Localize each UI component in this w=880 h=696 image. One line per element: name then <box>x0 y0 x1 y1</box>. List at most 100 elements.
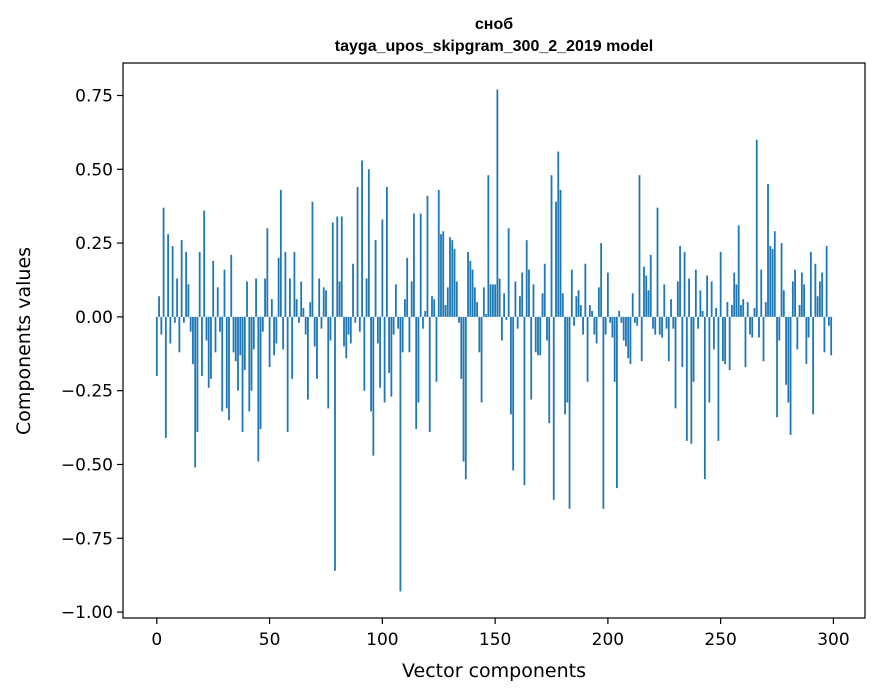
bar <box>690 316 693 444</box>
bar <box>609 316 612 323</box>
bar <box>588 305 591 317</box>
bar <box>232 316 235 353</box>
bar <box>722 316 724 362</box>
bar <box>487 175 490 317</box>
bar <box>728 316 731 371</box>
bar <box>417 316 420 403</box>
bar <box>800 272 803 317</box>
bar <box>275 316 278 344</box>
bar <box>559 189 562 317</box>
bar <box>422 316 424 329</box>
bar <box>243 316 246 371</box>
bar <box>672 316 675 329</box>
bar <box>764 302 767 317</box>
bar <box>643 266 645 317</box>
bar <box>593 316 596 335</box>
bar <box>449 237 451 317</box>
x-axis-label: Vector components <box>402 660 586 682</box>
bar <box>629 316 632 365</box>
y-tick-label: 0.50 <box>75 160 113 180</box>
bar <box>464 316 467 480</box>
bar <box>604 316 607 335</box>
bar <box>404 299 406 317</box>
bar <box>437 189 440 317</box>
bar <box>446 287 449 317</box>
bar <box>261 316 264 332</box>
y-tick-label: 0.00 <box>75 308 113 328</box>
bar <box>507 228 510 317</box>
bar <box>302 308 305 317</box>
bar <box>399 316 402 592</box>
bar <box>216 287 219 317</box>
bar <box>541 293 544 317</box>
bar <box>234 316 237 362</box>
bar <box>685 316 688 441</box>
bar <box>182 316 185 323</box>
bar <box>210 316 212 379</box>
bar <box>433 299 436 317</box>
bar <box>699 290 702 317</box>
bar <box>674 316 677 409</box>
bar <box>345 316 348 359</box>
bar <box>751 316 754 338</box>
bar <box>530 316 533 400</box>
bar <box>595 316 598 344</box>
bar <box>419 213 422 317</box>
y-axis-label: Components values <box>13 247 35 435</box>
bar <box>516 316 519 329</box>
bar <box>379 316 381 388</box>
bar <box>755 139 758 317</box>
bar <box>697 316 699 329</box>
bar <box>307 316 309 400</box>
bar <box>758 316 760 338</box>
bar <box>771 248 774 317</box>
bar <box>503 293 506 317</box>
bar <box>431 296 433 317</box>
bar <box>500 316 503 341</box>
bar <box>791 281 794 317</box>
bar <box>670 299 672 317</box>
bar <box>712 316 715 350</box>
bar <box>394 284 397 317</box>
bar <box>582 316 584 335</box>
bar <box>620 316 623 323</box>
bar <box>606 272 609 317</box>
bar <box>579 305 582 317</box>
bar <box>329 316 332 341</box>
bar <box>597 287 600 317</box>
bar <box>196 316 199 433</box>
bar <box>442 231 445 317</box>
bar <box>706 275 709 317</box>
bar <box>180 240 183 317</box>
y-tick-label: 0.25 <box>75 234 113 254</box>
bar <box>616 316 618 489</box>
bar <box>555 201 557 317</box>
bar-series <box>155 89 833 592</box>
bar <box>740 305 742 317</box>
bar <box>340 216 343 317</box>
bar <box>291 316 294 379</box>
bar <box>381 219 384 317</box>
bar <box>494 284 497 317</box>
x-tick-label: 50 <box>259 630 281 650</box>
bar <box>510 316 512 415</box>
bar <box>370 316 372 412</box>
bar <box>717 316 720 441</box>
bar <box>618 310 621 317</box>
bar <box>295 299 298 317</box>
bar <box>814 263 817 317</box>
bar <box>794 269 796 317</box>
bar <box>347 316 350 335</box>
bar <box>613 316 616 382</box>
bar <box>812 316 815 415</box>
bar <box>424 310 427 317</box>
bar <box>649 254 652 317</box>
bar <box>212 260 215 317</box>
bar <box>331 222 334 317</box>
bar <box>485 313 487 317</box>
bar <box>532 284 535 317</box>
bar <box>320 316 323 329</box>
bar <box>575 296 578 317</box>
bar <box>778 316 781 341</box>
bar <box>259 316 262 430</box>
